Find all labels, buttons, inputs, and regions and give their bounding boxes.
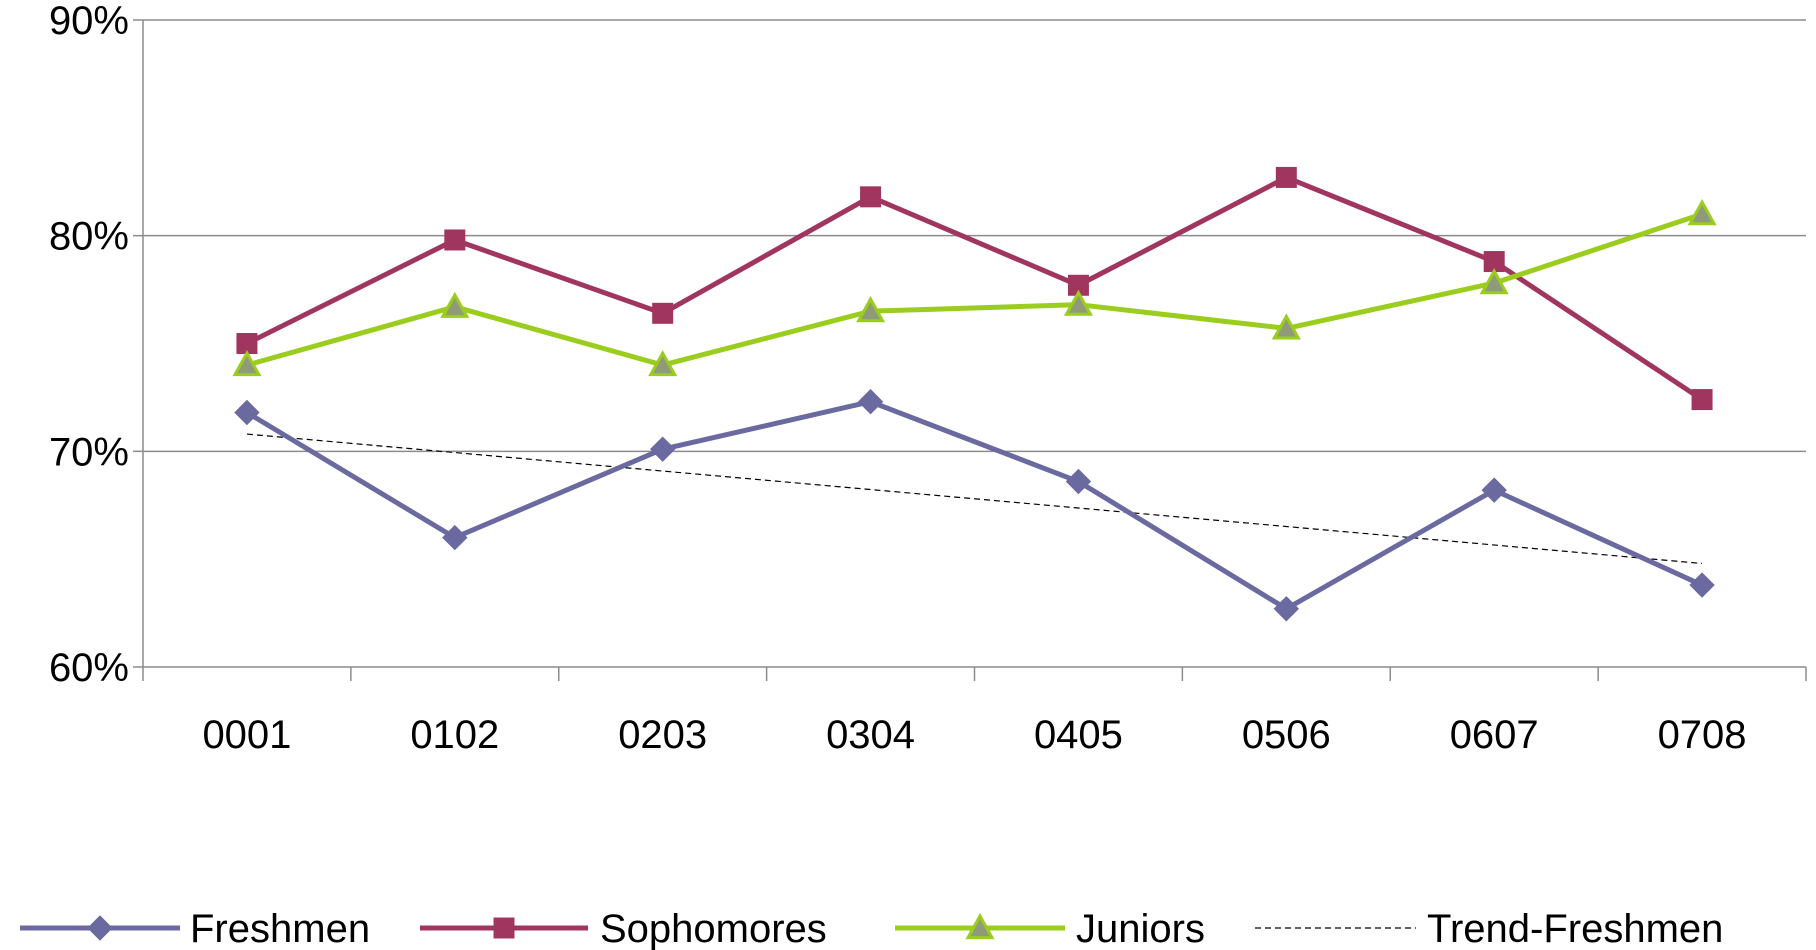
legend-label: Freshmen xyxy=(190,907,370,950)
data-point xyxy=(1479,268,1509,295)
series-juniors xyxy=(232,199,1717,377)
data-point xyxy=(857,389,884,415)
data-point xyxy=(1689,572,1715,598)
data-point xyxy=(1275,166,1297,188)
data-point xyxy=(1271,313,1301,340)
x-tick-label: 0708 xyxy=(1658,713,1747,757)
trendline-freshmen xyxy=(246,433,1703,565)
data-point xyxy=(442,524,468,551)
y-tick-label: 80% xyxy=(49,215,129,259)
x-tick-label: 0203 xyxy=(618,713,707,757)
legend-label: Trend-Freshmen xyxy=(1427,907,1723,950)
legend-label: Juniors xyxy=(1076,907,1205,950)
legend: Freshmen Sophomores Juniors Trend-Freshmen xyxy=(20,907,1723,950)
data-point xyxy=(860,186,882,208)
legend-item: Trend-Freshmen xyxy=(1255,907,1723,950)
gridlines xyxy=(143,19,1806,453)
data-point xyxy=(1687,199,1717,226)
axes: 60% 70% 80% 90% 0001 0102 0203 0304 0405 0506 0607… xyxy=(49,0,1807,757)
data-point xyxy=(444,229,466,251)
x-tick-label: 0405 xyxy=(1034,713,1123,757)
y-tick-label: 90% xyxy=(49,0,129,43)
data-point xyxy=(856,296,886,323)
legend-marker xyxy=(965,912,995,940)
x-tick-label: 0607 xyxy=(1450,713,1539,757)
legend-item: Freshmen xyxy=(20,907,370,950)
data-point xyxy=(1481,477,1507,503)
legend-item: Juniors xyxy=(895,907,1205,950)
x-tick-label: 0506 xyxy=(1242,713,1331,757)
data-point xyxy=(234,399,260,426)
trendline xyxy=(246,433,1703,565)
data-point xyxy=(648,349,678,377)
series-line xyxy=(245,174,1704,402)
x-tick-label: 0102 xyxy=(410,713,499,757)
y-tick-label: 60% xyxy=(49,646,129,690)
data-point xyxy=(652,302,674,324)
y-tick-label: 70% xyxy=(49,430,129,474)
legend-marker xyxy=(493,917,515,939)
series-line xyxy=(245,399,1704,612)
legend-item: Sophomores xyxy=(420,907,827,950)
data-point xyxy=(440,291,470,318)
series-sophomores xyxy=(236,166,1713,411)
series-freshmen xyxy=(234,389,1715,622)
series-line xyxy=(246,211,1703,368)
series xyxy=(232,166,1717,622)
data-point xyxy=(1691,389,1713,411)
legend-label: Sophomores xyxy=(600,907,827,950)
x-tick-label: 0304 xyxy=(826,713,915,757)
data-point xyxy=(1273,596,1300,622)
legend-marker xyxy=(87,915,113,941)
data-point xyxy=(649,436,676,462)
data-point xyxy=(1065,468,1092,495)
x-tick-label: 0001 xyxy=(202,713,291,757)
data-point xyxy=(1063,289,1093,316)
data-point xyxy=(232,349,262,377)
